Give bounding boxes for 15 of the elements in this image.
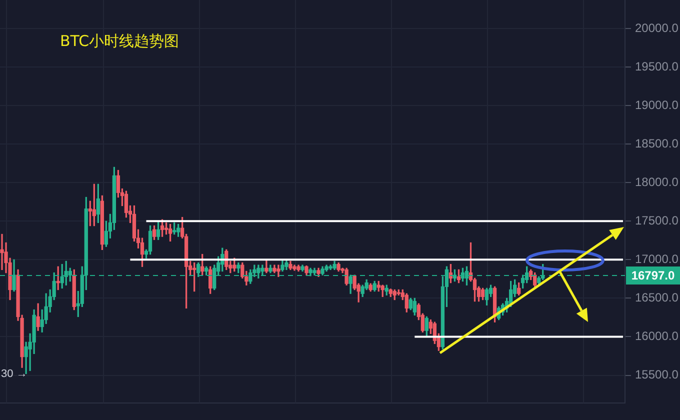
ref-line-label: 16797.0	[631, 268, 676, 282]
y-tick-label: 17000.0	[635, 252, 679, 266]
y-tick-label: 16500.0	[635, 290, 679, 305]
candlestick	[276, 264, 280, 277]
y-tick-label: 18500.0	[635, 136, 679, 150]
y-tick-label: 17500.0	[635, 213, 679, 228]
candlestick	[0, 234, 4, 270]
y-tick-label: 18000.0	[635, 174, 679, 189]
y-tick-label: 19500.0	[635, 59, 679, 74]
y-tick-label: 20000.0	[635, 20, 679, 35]
y-tick-label: 16000.0	[635, 329, 679, 344]
y-tick-label: 19000.0	[635, 98, 679, 112]
text: BTC小时线趋势图	[60, 32, 180, 50]
y-tick-label: 15500.0	[635, 368, 679, 382]
annotation: 30 →	[1, 368, 28, 380]
